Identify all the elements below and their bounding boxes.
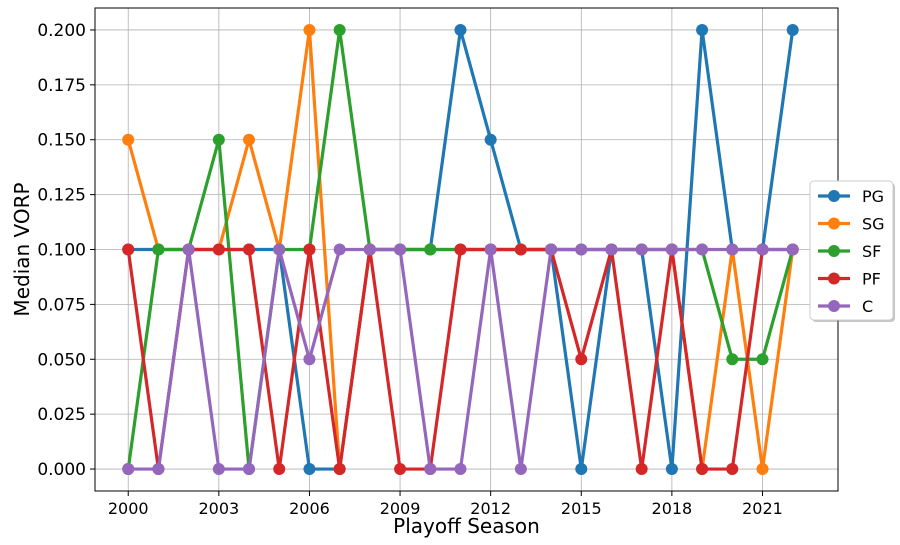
legend-marker [828, 217, 840, 230]
data-point [696, 23, 709, 36]
y-axis-title: Median VORP [10, 182, 34, 316]
series-layer [122, 23, 799, 476]
legend-item-c: C [818, 297, 873, 316]
data-point [484, 133, 497, 146]
data-point [756, 463, 769, 476]
data-point [454, 243, 467, 256]
data-point [122, 463, 135, 476]
data-point [212, 243, 225, 256]
data-point [696, 243, 709, 256]
y-tick-label: 0.125 [37, 186, 86, 206]
data-point [786, 243, 799, 256]
data-point [303, 243, 316, 256]
legend-item-pg: PG [818, 187, 884, 206]
x-tick-label: 2003 [198, 499, 239, 518]
data-point [243, 243, 256, 256]
legend-marker [828, 190, 840, 202]
data-point [212, 463, 225, 476]
x-tick-label: 2015 [561, 499, 602, 518]
legend-marker [828, 300, 840, 312]
data-point [514, 463, 527, 476]
x-tick-label: 2006 [289, 499, 330, 518]
y-tick-label: 0.100 [37, 241, 86, 261]
y-tick-label: 0.075 [37, 295, 86, 315]
data-point [454, 23, 467, 36]
y-tick-label: 0.175 [37, 76, 86, 96]
data-point [394, 243, 407, 256]
x-axis-title: Playoff Season [393, 514, 540, 538]
data-point [665, 243, 678, 256]
legend-item-sf: SF [818, 242, 881, 261]
data-point [726, 463, 739, 476]
legend-label: SG [862, 215, 885, 234]
legend-item-pf: PF [818, 270, 881, 289]
data-point [243, 133, 256, 146]
data-point [545, 243, 558, 256]
y-axis-ticks: 0.000 0.025 0.050 0.075 0.100 0.125 0.150 0.175… [37, 21, 95, 480]
data-point [635, 243, 648, 256]
legend-marker [828, 245, 840, 257]
data-point [303, 23, 316, 36]
data-point [575, 243, 588, 256]
data-point [333, 23, 346, 36]
data-point [303, 353, 316, 366]
data-point [212, 133, 225, 146]
data-point [152, 243, 165, 256]
data-point [122, 133, 135, 146]
data-point [514, 243, 527, 256]
data-point [756, 243, 769, 256]
data-point [484, 243, 497, 256]
data-point [333, 243, 346, 256]
legend-item-sg: SG [818, 215, 885, 234]
legend-marker [828, 272, 840, 285]
data-point [726, 353, 739, 366]
data-point [363, 243, 376, 256]
legend-label: PF [862, 270, 881, 289]
y-tick-label: 0.150 [37, 131, 86, 151]
data-point [182, 243, 195, 256]
data-point [786, 23, 799, 36]
data-point [273, 243, 286, 256]
data-point [333, 463, 346, 476]
legend-label: SF [862, 242, 881, 261]
legend-label: C [862, 297, 873, 316]
y-tick-label: 0.050 [37, 350, 86, 370]
data-point [303, 463, 316, 476]
data-point [575, 463, 588, 476]
data-point [605, 243, 618, 256]
legend-box [809, 180, 894, 321]
y-tick-label: 0.025 [37, 405, 86, 425]
y-tick-label: 0.200 [37, 21, 86, 41]
x-tick-label: 2018 [652, 499, 693, 518]
data-point [243, 463, 256, 476]
data-point [152, 463, 165, 476]
data-point [424, 243, 437, 256]
data-point [756, 353, 769, 366]
legend: PG SG SF PF C [809, 180, 895, 322]
x-tick-label: 2021 [742, 499, 783, 518]
data-point [122, 243, 135, 256]
series-c [122, 243, 799, 476]
x-tick-label: 2000 [108, 499, 149, 518]
data-point [454, 463, 467, 476]
x-axis-ticks: 2000 2003 2006 2009 2012 2015 2018 2021 [108, 491, 783, 518]
data-point [575, 353, 588, 366]
legend-label: PG [862, 187, 884, 206]
data-point [273, 463, 286, 476]
data-point [635, 463, 648, 476]
data-point [394, 463, 407, 476]
data-point [726, 243, 739, 256]
y-tick-label: 0.000 [37, 460, 86, 480]
x-tick-label: 2009 [380, 499, 421, 518]
data-point [424, 463, 437, 476]
data-point [665, 463, 678, 476]
data-point [696, 463, 709, 476]
x-tick-label: 2012 [470, 499, 511, 518]
